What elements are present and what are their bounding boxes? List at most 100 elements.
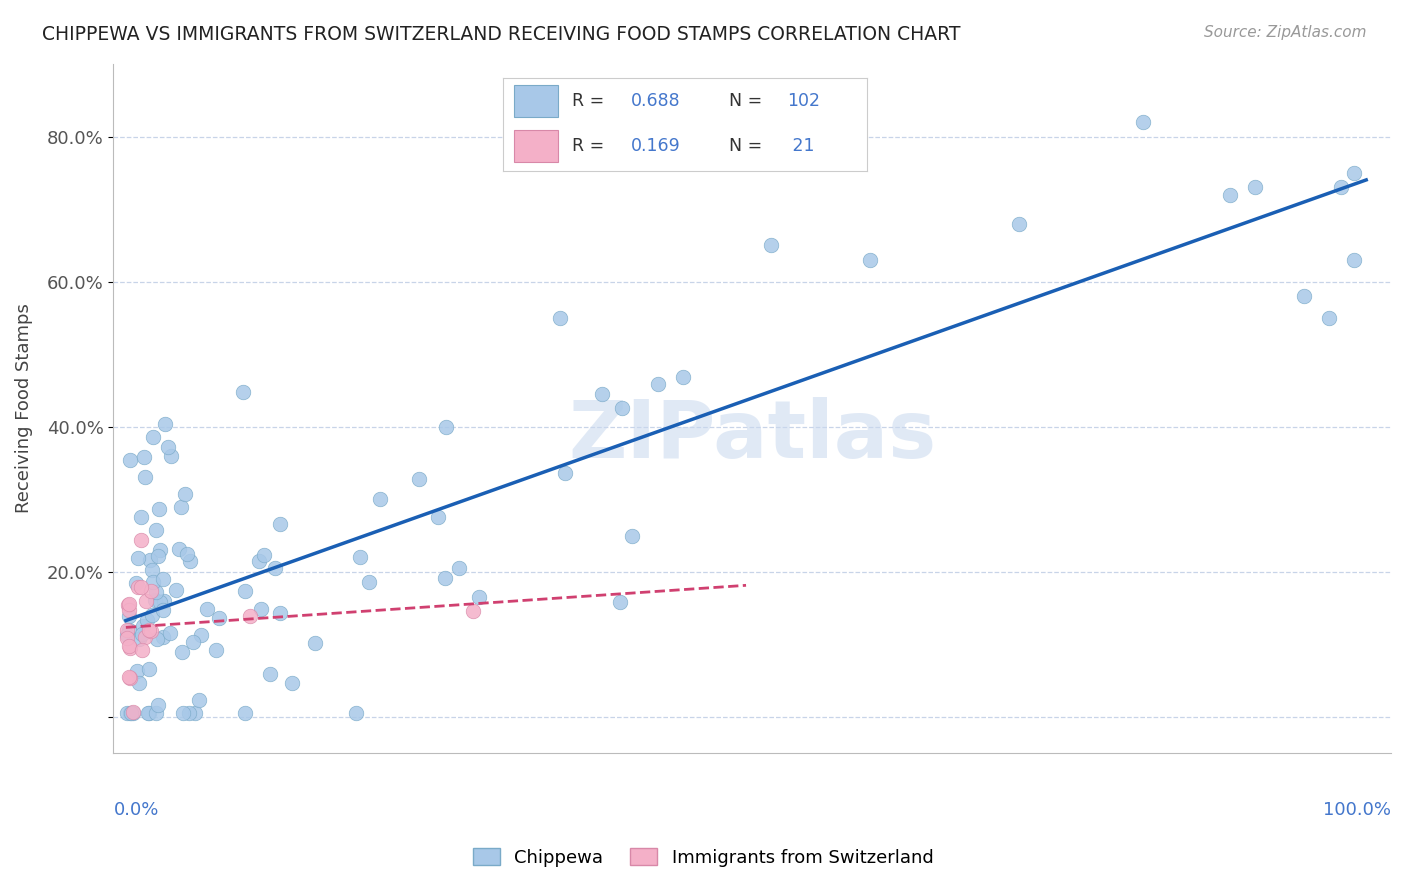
Point	[205, 642, 228, 657]
Point	[146, 632, 169, 646]
Point	[269, 606, 291, 620]
Point	[434, 419, 457, 434]
Point	[263, 561, 285, 575]
Point	[1294, 289, 1316, 303]
Point	[125, 575, 148, 590]
Point	[434, 571, 457, 585]
Point	[647, 377, 669, 392]
Point	[141, 583, 163, 598]
Point	[145, 585, 167, 599]
Point	[139, 624, 162, 639]
Point	[146, 549, 169, 563]
Point	[118, 640, 141, 654]
Point	[132, 619, 155, 633]
Point	[127, 550, 149, 565]
Point	[239, 608, 262, 623]
Point	[146, 698, 169, 712]
Point	[449, 561, 471, 575]
Point	[427, 510, 450, 524]
Point	[159, 626, 181, 640]
Point	[157, 440, 180, 454]
Point	[190, 628, 212, 642]
Point	[138, 706, 160, 720]
Point	[174, 487, 197, 501]
Point	[145, 706, 167, 720]
Point	[134, 631, 156, 645]
Point	[134, 470, 156, 484]
Point	[129, 533, 152, 548]
Point	[253, 548, 276, 562]
Point	[672, 370, 695, 384]
Point	[120, 706, 142, 720]
Point	[304, 636, 326, 650]
Point	[155, 417, 177, 432]
Point	[118, 453, 141, 467]
Point	[122, 706, 145, 720]
Point	[1008, 217, 1031, 231]
Point	[115, 627, 138, 641]
Point	[344, 706, 367, 720]
Point	[143, 593, 166, 607]
Point	[138, 553, 160, 567]
Point	[250, 602, 273, 616]
Point	[153, 594, 176, 608]
Point	[135, 593, 157, 607]
Point	[152, 630, 174, 644]
Text: CHIPPEWA VS IMMIGRANTS FROM SWITZERLAND RECEIVING FOOD STAMPS CORRELATION CHART: CHIPPEWA VS IMMIGRANTS FROM SWITZERLAND …	[42, 25, 960, 44]
Point	[463, 604, 485, 618]
Point	[148, 501, 170, 516]
Point	[127, 664, 149, 678]
Point	[177, 706, 200, 720]
Point	[281, 675, 304, 690]
Point	[859, 252, 882, 267]
Point	[115, 631, 138, 645]
Point	[141, 563, 163, 577]
Point	[232, 384, 254, 399]
Point	[172, 706, 194, 720]
Point	[233, 706, 256, 720]
Point	[142, 575, 165, 590]
Point	[138, 662, 160, 676]
Point	[118, 603, 141, 617]
Point	[128, 676, 150, 690]
Point	[233, 584, 256, 599]
Point	[152, 603, 174, 617]
Point	[1219, 187, 1241, 202]
Point	[128, 632, 150, 647]
Point	[349, 550, 371, 565]
Point	[187, 693, 209, 707]
Point	[131, 643, 153, 657]
Point	[149, 542, 172, 557]
Point	[759, 238, 782, 252]
Point	[548, 310, 571, 325]
Point	[259, 667, 281, 681]
Point	[134, 450, 156, 464]
Point	[149, 595, 172, 609]
Text: 100.0%: 100.0%	[1323, 801, 1391, 819]
Point	[176, 547, 198, 561]
Point	[1132, 115, 1154, 129]
Point	[138, 706, 160, 720]
Point	[1317, 310, 1340, 325]
Point	[184, 706, 207, 720]
Point	[1343, 252, 1365, 267]
Point	[115, 624, 138, 638]
Point	[142, 430, 165, 444]
Point	[181, 635, 204, 649]
Point	[115, 706, 138, 720]
Point	[167, 542, 190, 557]
Point	[118, 670, 141, 684]
Point	[118, 623, 141, 637]
Point	[468, 591, 491, 605]
Point	[117, 609, 139, 624]
Point	[136, 613, 159, 627]
Point	[138, 623, 160, 637]
Point	[145, 523, 167, 537]
Point	[208, 610, 231, 624]
Point	[1330, 180, 1353, 194]
Point	[129, 580, 152, 594]
Y-axis label: Receiving Food Stamps: Receiving Food Stamps	[15, 303, 32, 514]
Point	[591, 386, 613, 401]
Text: Source: ZipAtlas.com: Source: ZipAtlas.com	[1204, 25, 1367, 40]
Point	[118, 671, 141, 685]
